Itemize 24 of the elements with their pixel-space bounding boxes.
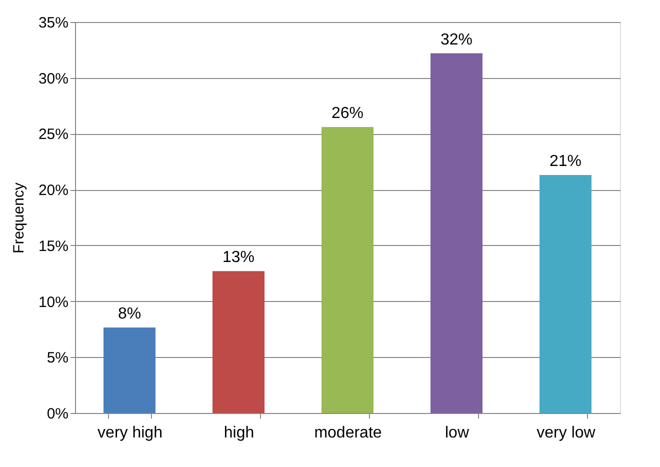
y-tick-label: 0% (46, 406, 68, 422)
data-label: 32% (440, 31, 473, 48)
bar (212, 271, 264, 413)
y-tick-label: 20% (38, 182, 68, 200)
y-tick-label: 30% (38, 70, 68, 88)
x-tick-label: high (224, 424, 254, 442)
bar (322, 127, 374, 413)
y-tick-label: 5% (46, 350, 68, 367)
y-tick-label: 10% (38, 294, 68, 311)
x-tick-label: very low (536, 424, 596, 442)
x-tick-label: moderate (314, 424, 382, 442)
data-label: 21% (549, 153, 582, 170)
bar (104, 328, 156, 413)
data-label: 13% (222, 249, 255, 266)
y-axis-title: Frequency (10, 182, 28, 254)
data-label: 8% (118, 306, 142, 323)
y-tick-label: 15% (38, 238, 68, 255)
y-tick-label: 25% (38, 126, 68, 144)
bar (540, 175, 592, 413)
x-tick-label: low (444, 424, 470, 442)
x-tick-label: very high (98, 424, 162, 442)
y-tick-label: 35% (38, 14, 68, 32)
data-label: 26% (331, 105, 364, 122)
bar (430, 53, 482, 413)
